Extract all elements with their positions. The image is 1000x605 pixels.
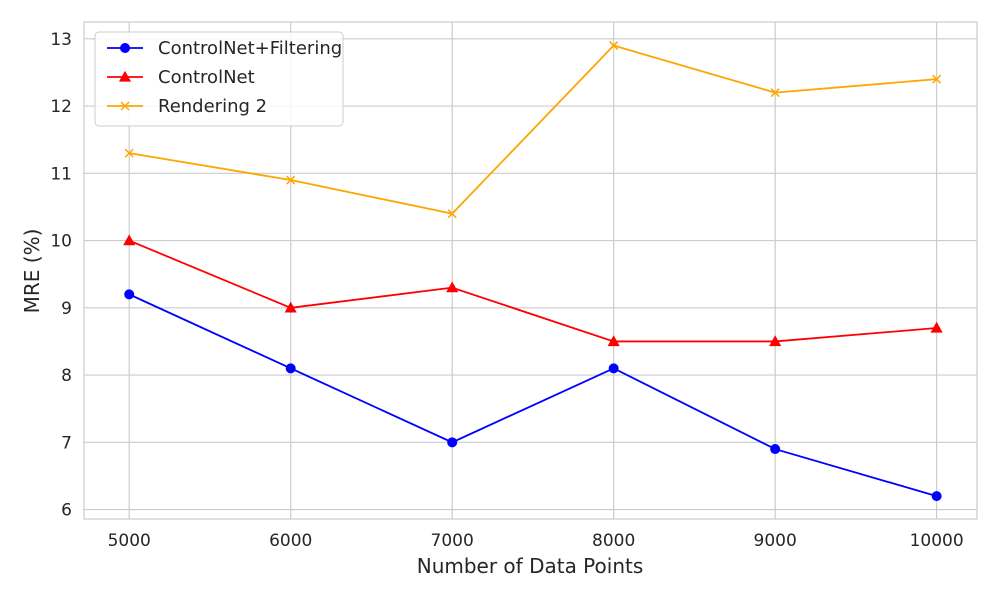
data-point xyxy=(932,74,942,84)
legend-label: ControlNet+Filtering xyxy=(158,38,342,59)
series-1 xyxy=(123,234,943,347)
data-point xyxy=(123,234,136,246)
data-point xyxy=(608,363,619,374)
y-tick-label: 6 xyxy=(61,501,72,521)
y-tick-label: 11 xyxy=(50,164,72,184)
x-tick-label: 8000 xyxy=(592,531,635,551)
series-0 xyxy=(124,289,942,502)
data-point xyxy=(931,491,942,502)
data-point xyxy=(609,41,619,51)
series-2 xyxy=(124,41,942,219)
y-axis-label: MRE (%) xyxy=(20,229,44,314)
x-tick-label: 7000 xyxy=(431,531,474,551)
data-point xyxy=(284,301,297,313)
y-tick-label: 9 xyxy=(61,299,72,319)
data-point xyxy=(446,281,459,293)
y-tick-label: 13 xyxy=(50,30,72,50)
data-point xyxy=(930,321,943,333)
legend-marker xyxy=(120,43,130,53)
y-tick-label: 10 xyxy=(50,232,72,252)
y-tick-label: 12 xyxy=(50,97,72,117)
y-tick-label: 7 xyxy=(61,433,72,453)
y-tick-label: 8 xyxy=(61,366,72,386)
legend-marker xyxy=(120,101,130,111)
data-point xyxy=(770,444,781,455)
x-tick-label: 10000 xyxy=(910,531,964,551)
data-point xyxy=(124,148,134,158)
data-point xyxy=(447,209,457,219)
series-lines xyxy=(123,41,943,502)
legend-label: ControlNet xyxy=(158,67,255,88)
series-line xyxy=(129,44,937,215)
data-point xyxy=(770,88,780,98)
legend-label: Rendering 2 xyxy=(158,96,267,117)
data-point xyxy=(607,335,620,347)
data-point xyxy=(285,363,296,374)
data-point xyxy=(447,437,458,448)
legend-box xyxy=(94,31,344,127)
data-point xyxy=(286,175,296,185)
series-line xyxy=(128,239,937,343)
x-tick-label: 5000 xyxy=(108,531,151,551)
x-tick-label: 9000 xyxy=(754,531,797,551)
legend: ControlNet+Filtering ControlNet Rendering … xyxy=(94,31,344,127)
data-point xyxy=(124,289,135,300)
data-point xyxy=(769,335,782,347)
series-line xyxy=(128,293,937,497)
legend-marker xyxy=(118,70,132,82)
x-axis-label: Number of Data Points xyxy=(417,554,644,578)
x-tick-label: 6000 xyxy=(269,531,312,551)
tick-labels: 5000 6000 7000 8000 9000 10000 6 7 8 9 10 11 12 13 xyxy=(50,30,963,551)
